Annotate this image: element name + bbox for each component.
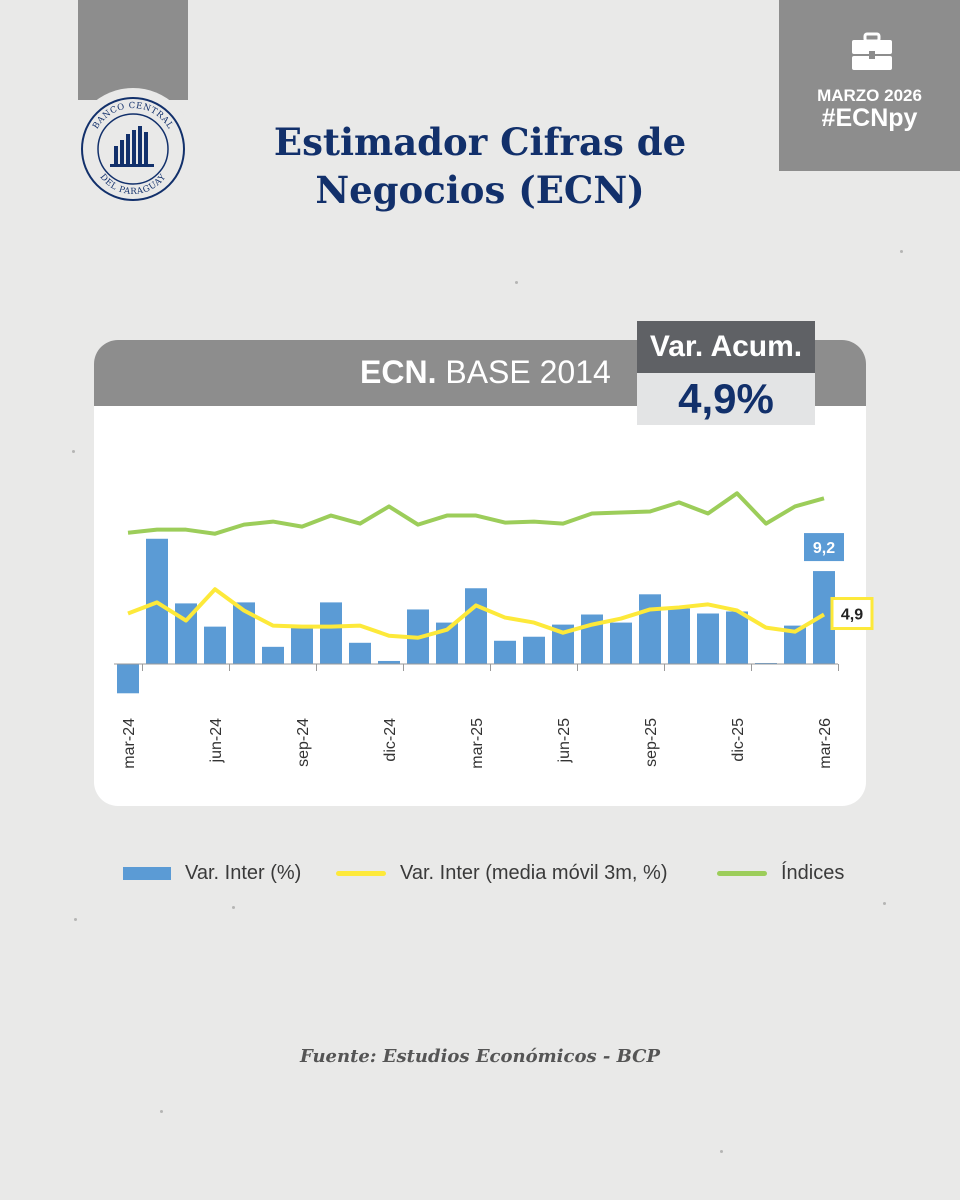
accumulated-value: 4,9% [637,373,815,425]
chart-card-title: ECN. BASE 2014 [360,354,660,391]
background-speck [515,281,518,284]
background-speck [232,906,235,909]
background-speck [160,1110,163,1113]
legend-item-bars: Var. Inter (%) [123,858,301,888]
chart-bar [697,613,719,664]
legend-label-moving-avg: Var. Inter (media móvil 3m, %) [400,861,668,884]
background-speck [883,902,886,905]
logo-tab [78,0,188,100]
chart-bar [465,588,487,664]
page-title: Estimador Cifras de Negocios (ECN) [220,118,740,214]
chart-bar [610,622,632,664]
bcp-logo: BANCO CENTRAL DEL PARAGUAY [72,88,194,210]
legend-item-index: Índices [717,858,844,888]
date-badge: MARZO 2026 #ECNpy [779,0,960,171]
x-axis-tick-label: mar-24 [121,718,138,769]
legend-swatch-moving-avg [336,870,386,876]
background-speck [74,918,77,921]
chart-bar [291,626,313,664]
x-axis-tick-label: dic-24 [382,718,399,762]
badge-month: MARZO 2026 [817,86,922,105]
background-speck [900,250,903,253]
legend-label-bars: Var. Inter (%) [185,861,302,884]
background-speck [72,450,75,453]
bcp-seal-icon: BANCO CENTRAL DEL PARAGUAY [81,97,185,201]
moving-average-last-value-label: 4,9 [841,607,863,624]
chart-bar [320,602,342,664]
background-speck [720,1150,723,1153]
chart-card-title-bold: ECN. [360,354,437,390]
accumulated-label: Var. Acum. [637,321,815,373]
chart-bar [262,646,284,664]
chart-bar [784,625,806,664]
chart-card-title-rest: BASE 2014 [436,354,611,390]
legend-label-index: Índices [781,861,845,884]
chart-bar [117,664,139,694]
bar-last-value-box [804,533,844,562]
legend-swatch-bars [123,866,171,880]
x-axis-tick-label: jun-25 [556,718,573,764]
x-axis-tick-label: mar-25 [469,718,486,769]
chart-legend: Var. Inter (%) Var. Inter (media móvil 3… [0,858,960,888]
x-axis-tick-label: jun-24 [208,718,225,764]
legend-swatch-index [717,870,767,876]
index-line [127,491,825,536]
briefcase-icon [852,32,892,70]
chart-bar [349,642,371,664]
x-axis-tick-label: mar-26 [817,718,834,769]
bar-last-value-label: 9,2 [813,540,835,557]
badge-hashtag: #ECNpy [821,104,918,132]
moving-average-line [127,587,826,640]
source-note: Fuente: Estudios Económicos - BCP [299,1046,661,1067]
chart-bar [639,594,661,664]
chart-bar [378,660,400,664]
legend-item-moving-avg: Var. Inter (media móvil 3m, %) [336,858,667,888]
chart-bar [494,640,516,664]
chart-bar [813,571,835,664]
chart-bar [552,624,574,664]
x-axis-tick-label: sep-24 [295,718,312,767]
x-axis-tick-label: sep-25 [643,718,660,767]
chart-bar [204,626,226,664]
moving-average-last-value-box [830,597,874,631]
chart-bar [523,636,545,664]
chart-bar [668,608,690,664]
chart-bar [233,602,255,664]
title-line-2: Negocios (ECN) [315,168,645,212]
x-axis-tick-label: dic-25 [730,718,747,762]
chart-bar [755,662,777,664]
chart-bar [726,611,748,664]
title-line-1: Estimador Cifras de [273,120,687,164]
